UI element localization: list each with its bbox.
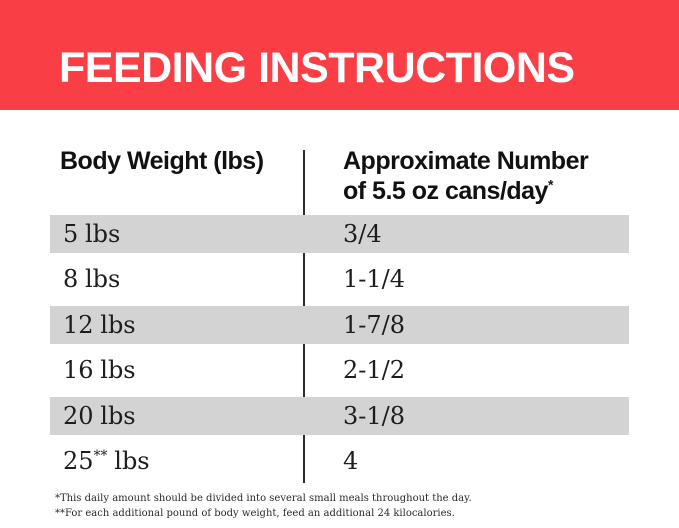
weight-unit: lbs	[100, 356, 136, 385]
column-header-footnote-marker: *	[547, 176, 553, 193]
header-banner: FEEDING INSTRUCTIONS	[0, 0, 679, 110]
body-weight-cell: 16 lbs	[50, 356, 303, 384]
cans-per-day-cell: 3/4	[303, 220, 382, 248]
table-row: 20 lbs 3-1/8	[50, 393, 629, 439]
body-weight-cell: 20 lbs	[50, 402, 303, 430]
cans-per-day-cell: 2-1/2	[303, 356, 405, 384]
weight-unit: lbs	[85, 219, 121, 248]
cans-per-day-cell: 1-1/4	[303, 265, 405, 293]
weight-value: 12	[63, 310, 94, 339]
cans-value: 4	[343, 447, 359, 476]
weight-unit: lbs	[114, 447, 150, 476]
cans-per-day-cell: 1-7/8	[303, 311, 405, 339]
weight-value: 16	[63, 356, 94, 385]
cans-value: 2-1/2	[343, 356, 406, 385]
footnote-daily-amount: *This daily amount should be divided int…	[55, 493, 472, 504]
cans-per-day-cell: 3-1/8	[303, 402, 405, 430]
table-row: 5 lbs 3/4	[50, 211, 629, 257]
cans-value: 1-7/8	[343, 310, 406, 339]
column-header-cans-per-day: Approximate Number of 5.5 oz cans/day*	[343, 146, 589, 206]
weight-value: 20	[63, 401, 94, 430]
table-row: 12 lbs 1-7/8	[50, 302, 629, 348]
weight-unit: lbs	[100, 310, 136, 339]
body-weight-cell: 25** lbs	[50, 447, 303, 475]
weight-footnote-marker: **	[93, 448, 108, 465]
table-row: 25** lbs 4	[50, 439, 629, 485]
weight-unit: lbs	[85, 265, 121, 294]
body-weight-cell: 5 lbs	[50, 220, 303, 248]
weight-unit: lbs	[100, 401, 136, 430]
weight-value: 25	[63, 447, 94, 476]
footnote-additional-weight: **For each additional pound of body weig…	[55, 507, 455, 519]
cans-per-day-cell: 4	[303, 447, 358, 475]
cans-value: 3-1/8	[343, 401, 406, 430]
weight-value: 5	[63, 219, 79, 248]
table-body: 5 lbs 3/4 8 lbs 1-1/4 12 lbs 1-7/8 16 lbs 2-…	[50, 211, 629, 484]
column-header-cans-line2: of 5.5 oz cans/day	[343, 177, 548, 205]
column-header-cans-line1: Approximate Number	[343, 147, 589, 175]
weight-value: 8	[63, 265, 79, 294]
table-row: 16 lbs 2-1/2	[50, 348, 629, 394]
cans-value: 3/4	[343, 219, 382, 248]
body-weight-cell: 12 lbs	[50, 311, 303, 339]
page-title: FEEDING INSTRUCTIONS	[59, 44, 575, 92]
column-header-body-weight: Body Weight (lbs)	[60, 147, 264, 175]
body-weight-cell: 8 lbs	[50, 265, 303, 293]
cans-value: 1-1/4	[343, 265, 406, 294]
footnotes: *This daily amount should be divided int…	[55, 492, 472, 521]
table-row: 8 lbs 1-1/4	[50, 257, 629, 303]
